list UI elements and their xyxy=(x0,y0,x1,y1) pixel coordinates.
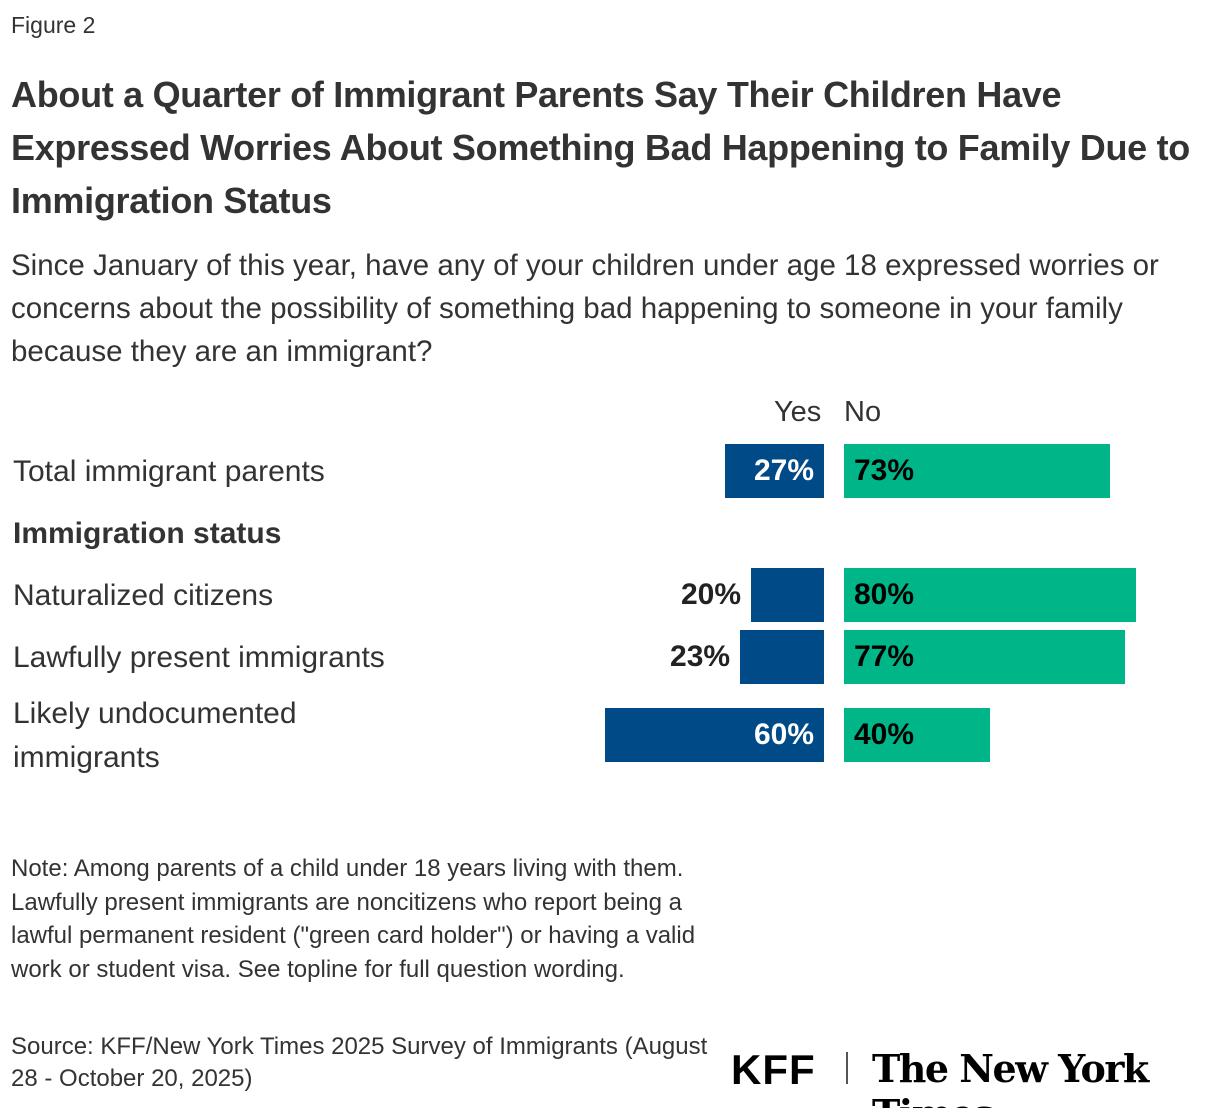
data-label-yes: 23% xyxy=(670,640,731,673)
legend-yes: Yes xyxy=(774,396,822,428)
group-header: Immigration status xyxy=(13,517,282,550)
chart-source: Source: KFF/New York Times 2025 Survey o… xyxy=(11,1033,708,1092)
bar-no xyxy=(844,708,990,762)
bar-yes xyxy=(725,444,824,498)
bar-no xyxy=(844,568,1136,622)
data-label-yes: 60% xyxy=(753,718,814,751)
category-label: Total immigrant parents xyxy=(13,455,325,488)
data-label-no: 73% xyxy=(854,454,915,487)
chart-title: About a Quarter of Immigrant Parents Say… xyxy=(11,74,1190,221)
bar-yes xyxy=(751,568,824,622)
data-label-no: 77% xyxy=(854,640,915,673)
logo-divider xyxy=(846,1052,848,1084)
data-label-yes: 20% xyxy=(680,578,741,611)
data-label-no: 40% xyxy=(854,718,915,751)
bar-yes xyxy=(740,630,824,684)
bar-no xyxy=(844,444,1111,498)
data-label-yes: 27% xyxy=(753,454,814,487)
category-label: Likely undocumented immigrants xyxy=(13,697,297,774)
figure-label: Figure 2 xyxy=(11,12,96,38)
nyt-logo: The New York Times xyxy=(872,1046,1149,1108)
data-label-no: 80% xyxy=(854,578,915,611)
chart-subtitle: Since January of this year, have any of … xyxy=(11,249,1159,368)
category-label: Lawfully present immigrants xyxy=(13,641,385,674)
chart-note: Note: Among parents of a child under 18 … xyxy=(11,855,696,983)
category-label: Naturalized citizens xyxy=(13,579,274,612)
legend-no: No xyxy=(844,396,882,428)
kff-logo: KFF xyxy=(731,1046,816,1093)
bar-no xyxy=(844,630,1126,684)
bar-yes xyxy=(605,708,824,762)
